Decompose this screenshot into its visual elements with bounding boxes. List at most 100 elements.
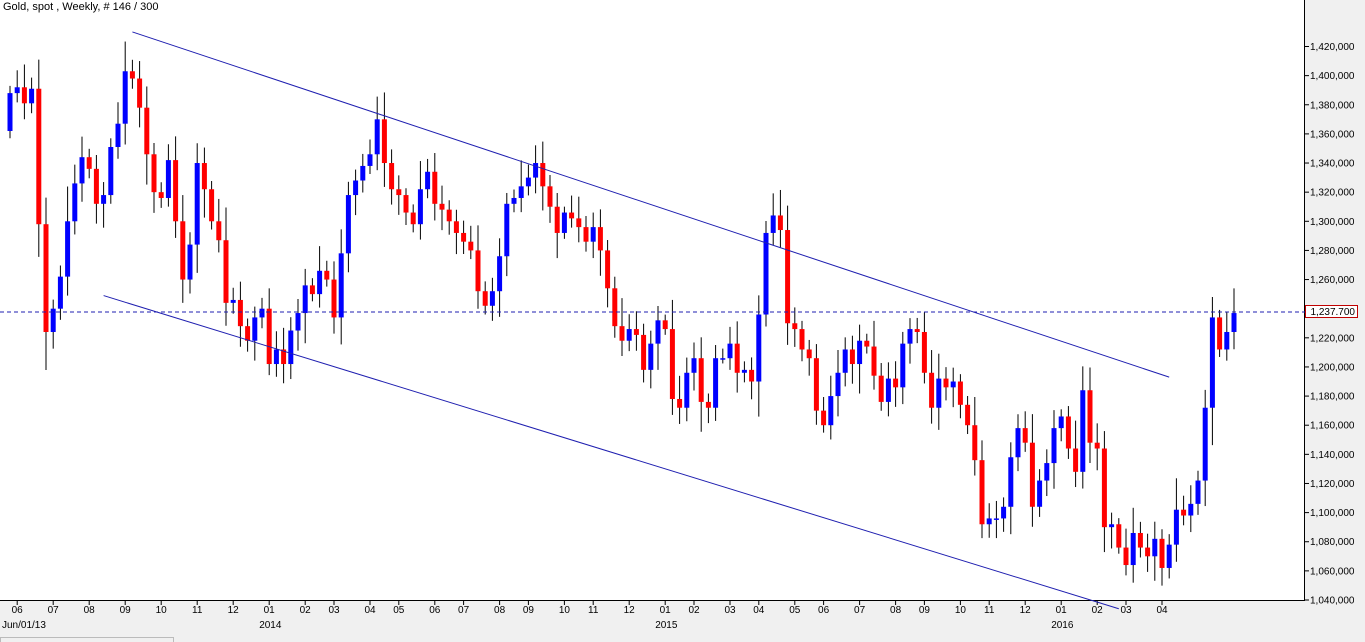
chart-area[interactable]	[0, 0, 1305, 601]
y-tick-label: 1,200,000	[1310, 362, 1355, 373]
chart-scrollbar[interactable]	[0, 637, 174, 642]
candle-down	[237, 299, 243, 327]
candle-up	[230, 299, 236, 303]
candle-up	[1080, 390, 1086, 472]
candle-up	[504, 203, 510, 257]
candle-up	[417, 189, 423, 225]
candle-down	[677, 398, 683, 408]
candle-down	[878, 375, 884, 402]
x-tick-label: 08	[494, 605, 506, 616]
x-tick-label: 06	[12, 605, 24, 616]
candle-down	[1087, 390, 1093, 443]
x-tick-label: 03	[1120, 605, 1132, 616]
y-tick-label: 1,300,000	[1310, 217, 1355, 228]
lower-channel-line	[103, 295, 1119, 610]
x-year-label: 2015	[655, 620, 678, 631]
candle-up	[950, 381, 956, 388]
candle-down	[475, 250, 481, 292]
candle-down	[698, 358, 704, 402]
y-tick-label: 1,320,000	[1310, 188, 1355, 199]
candle-up	[525, 177, 531, 187]
x-tick-label: 11	[192, 605, 203, 616]
y-tick-label: 1,380,000	[1310, 100, 1355, 111]
candle-up	[252, 317, 258, 341]
y-tick-label: 1,280,000	[1310, 246, 1355, 257]
x-tick-label: 09	[919, 605, 931, 616]
candle-up	[338, 253, 344, 318]
candle-down	[245, 326, 251, 341]
candle-up	[1209, 317, 1215, 408]
x-tick-label: 11	[984, 605, 995, 616]
candle-down	[201, 163, 207, 190]
candle-down	[705, 401, 711, 408]
candle-down	[605, 250, 611, 289]
candle-down	[972, 425, 978, 461]
candle-down	[381, 119, 387, 164]
candle-down	[799, 329, 805, 350]
candle-down	[396, 189, 402, 196]
candle-up	[691, 358, 697, 373]
candle-down	[209, 189, 215, 222]
x-tick-label: 08	[890, 605, 902, 616]
candle-down	[806, 349, 812, 359]
candle-down	[173, 160, 179, 222]
x-tick-label: 05	[393, 605, 405, 616]
y-tick-label: 1,360,000	[1310, 129, 1355, 140]
candle-up	[101, 195, 107, 204]
y-tick-label: 1,120,000	[1310, 479, 1355, 490]
candle-up	[108, 147, 114, 196]
x-tick-label: 09	[120, 605, 132, 616]
candle-up	[115, 123, 121, 148]
candle-down	[410, 212, 416, 225]
candle-down	[777, 215, 783, 231]
x-tick-label: 02	[300, 605, 312, 616]
x-tick-label: 03	[328, 605, 340, 616]
candle-down	[957, 381, 963, 405]
candle-down	[439, 203, 445, 210]
candle-up	[7, 93, 13, 131]
candle-down	[180, 221, 186, 280]
candle-down	[1022, 428, 1028, 443]
candle-down	[129, 71, 135, 79]
candle-down	[151, 154, 157, 193]
candle-up	[720, 358, 726, 360]
x-tick-label: 12	[1020, 605, 1032, 616]
y-tick-label: 1,180,000	[1310, 392, 1355, 403]
x-tick-label: 12	[624, 605, 636, 616]
y-tick-label: 1,100,000	[1310, 508, 1355, 519]
candle-down	[223, 240, 229, 303]
x-tick-label: 01	[264, 605, 276, 616]
candle-down	[734, 343, 740, 373]
candle-down	[137, 78, 143, 108]
candle-up	[1058, 416, 1064, 429]
candle-down	[1123, 547, 1129, 566]
candle-down	[432, 171, 438, 204]
upper-channel-line	[132, 31, 1170, 378]
candle-down	[1159, 538, 1165, 568]
candle-down	[389, 163, 395, 190]
x-tick-label: 05	[789, 605, 801, 616]
candle-down	[914, 329, 920, 332]
candle-down	[633, 329, 639, 335]
candle-up	[907, 329, 913, 344]
x-tick-label: 04	[1156, 605, 1168, 616]
x-year-label: 2014	[259, 620, 282, 631]
candle-up	[626, 329, 632, 341]
candle-up	[1224, 331, 1230, 350]
x-tick-label: 07	[458, 605, 470, 616]
candle-up	[14, 87, 20, 94]
candle-up	[518, 186, 524, 198]
candle-up	[489, 291, 495, 306]
candle-up	[425, 171, 431, 190]
candle-down	[641, 334, 647, 370]
candle-up	[29, 88, 35, 104]
candle-up	[273, 349, 279, 365]
y-tick-label: 1,220,000	[1310, 333, 1355, 344]
x-tick-label: 12	[228, 605, 240, 616]
candle-up	[1051, 428, 1057, 464]
candle-down	[461, 232, 467, 242]
y-tick-label: 1,260,000	[1310, 275, 1355, 286]
candle-up	[317, 270, 323, 295]
candle-up	[302, 285, 308, 314]
x-tick-label: 01	[660, 605, 672, 616]
